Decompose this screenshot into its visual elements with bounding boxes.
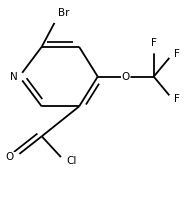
Text: O: O xyxy=(122,72,130,82)
Circle shape xyxy=(60,156,68,165)
Text: F: F xyxy=(174,49,180,59)
Circle shape xyxy=(122,72,130,81)
Text: Cl: Cl xyxy=(66,156,76,166)
Circle shape xyxy=(150,45,158,53)
Circle shape xyxy=(11,153,20,161)
Circle shape xyxy=(15,72,24,81)
Circle shape xyxy=(168,95,177,103)
Circle shape xyxy=(53,15,61,23)
Text: F: F xyxy=(174,94,180,104)
Text: O: O xyxy=(5,152,14,162)
Text: Br: Br xyxy=(58,8,70,18)
Text: F: F xyxy=(151,38,157,48)
Text: N: N xyxy=(10,72,17,82)
Circle shape xyxy=(168,50,177,58)
